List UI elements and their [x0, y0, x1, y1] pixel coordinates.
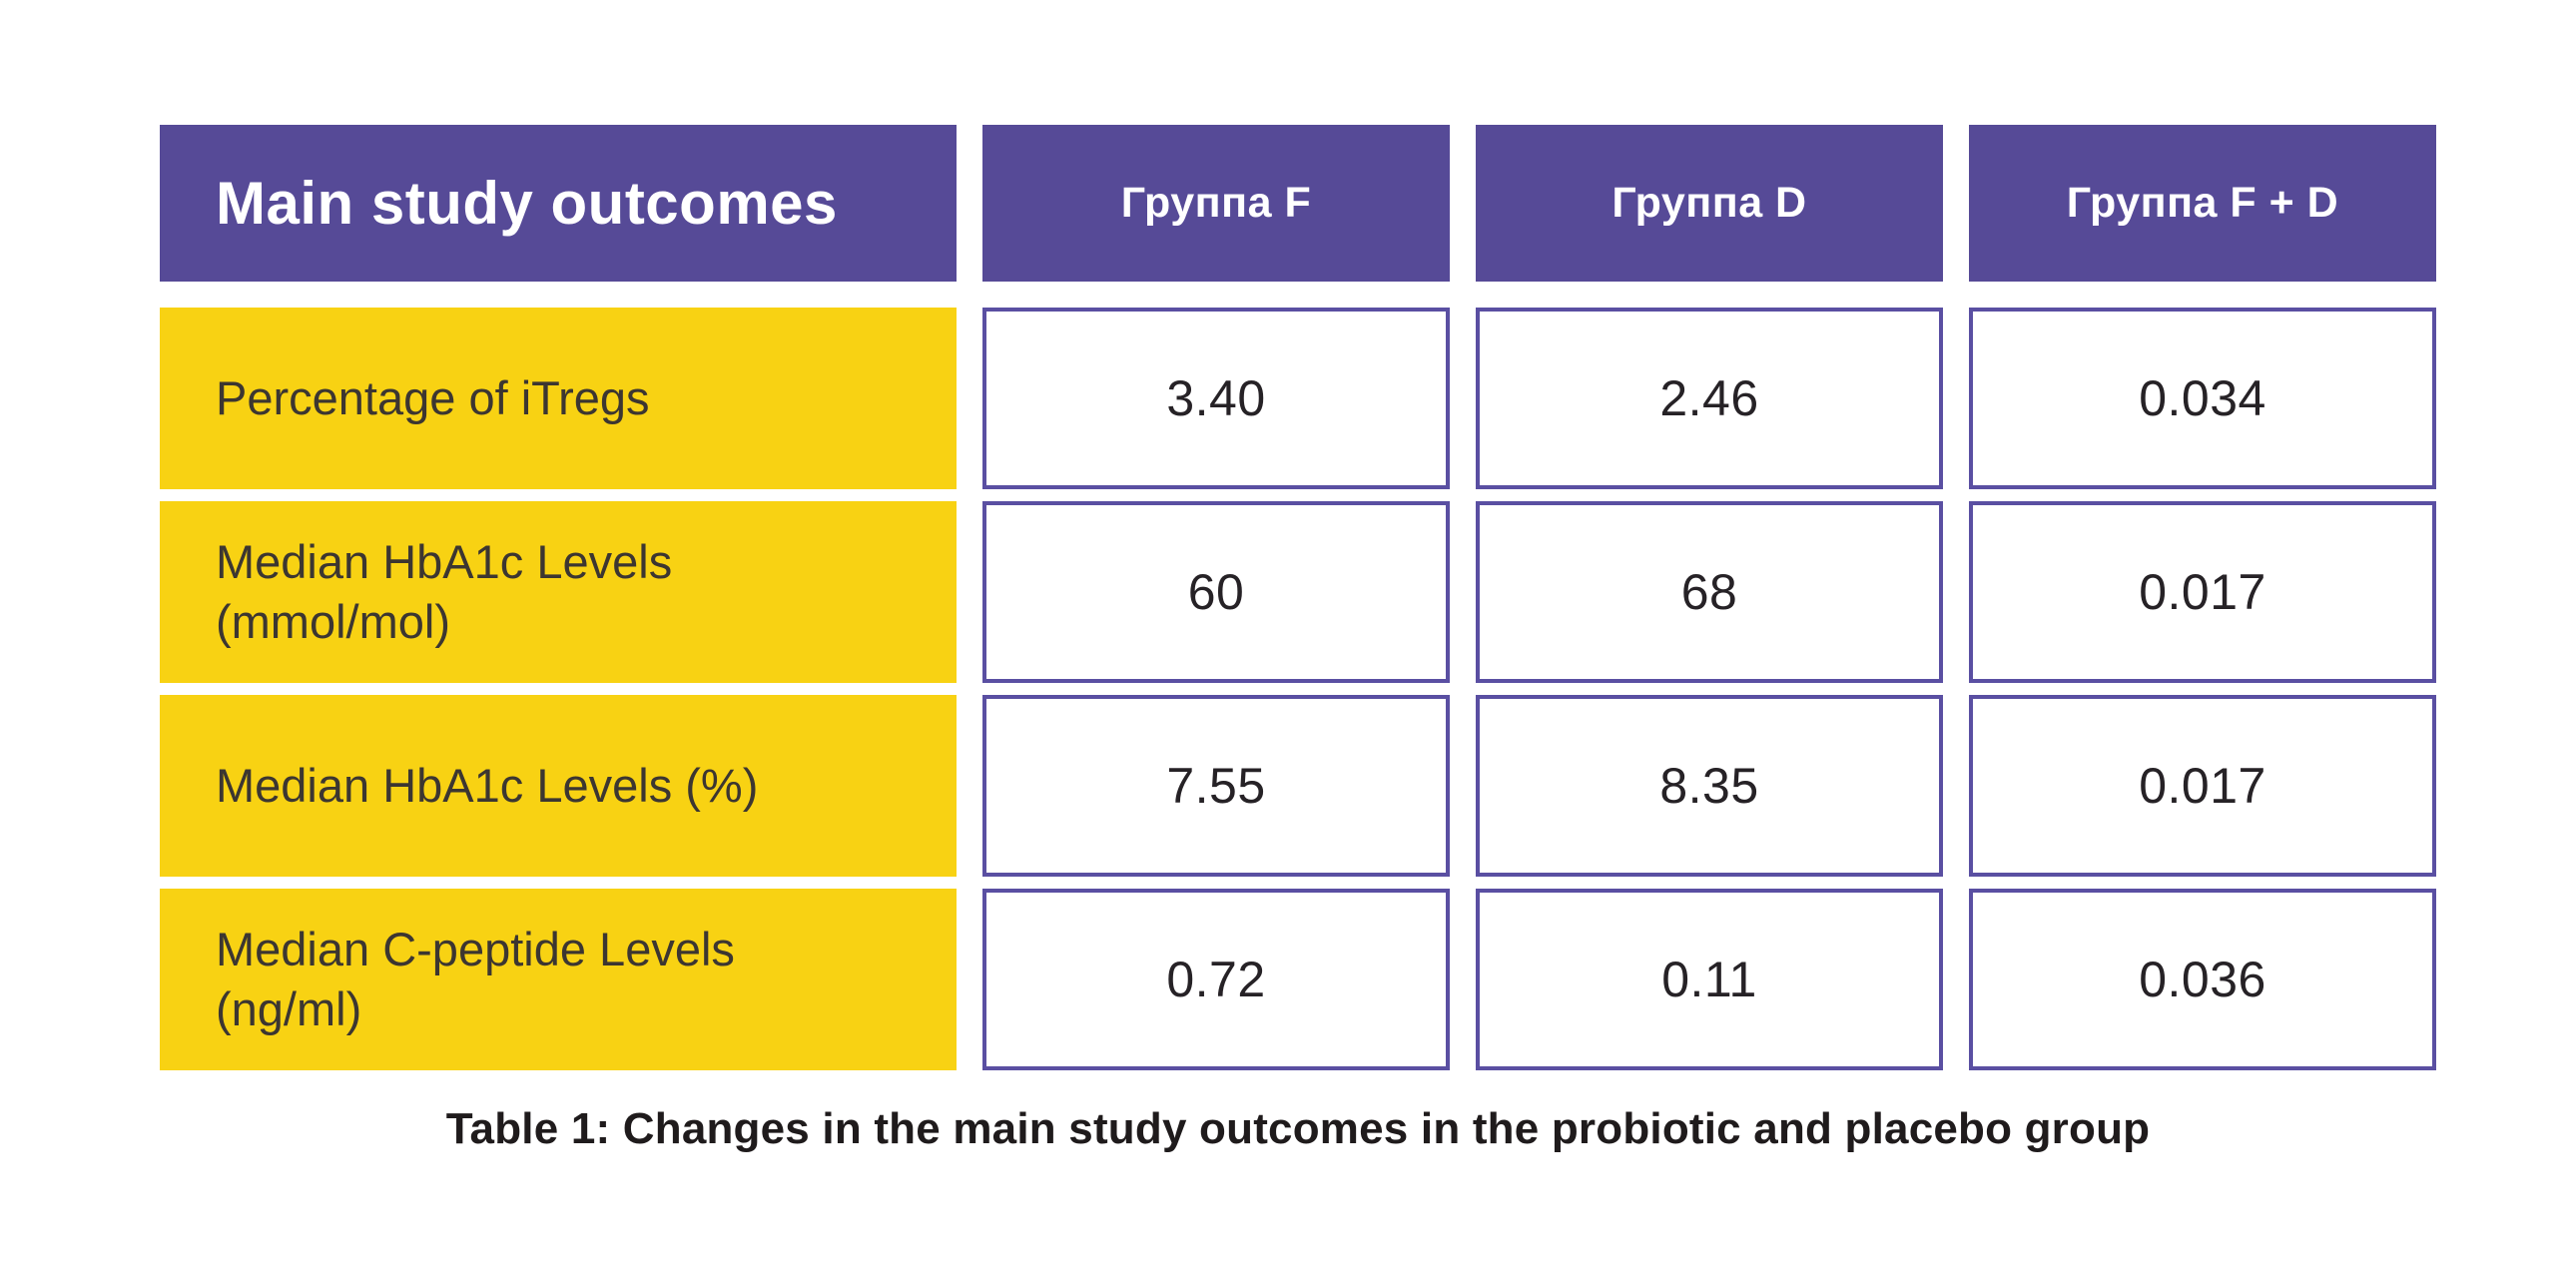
value-text: 0.017: [2139, 758, 2266, 814]
header-group-f-plus-d-label: Группа F + D: [2066, 179, 2339, 227]
value-cell-c-peptide-group-d: 0.11: [1476, 889, 1943, 1070]
header-cell-group-d: Группа D: [1476, 125, 1943, 282]
value-cell-c-peptide-group-f-plus-d: 0.036: [1969, 889, 2436, 1070]
value-cell-hba1c-percent-group-f-plus-d: 0.017: [1969, 695, 2436, 877]
outcomes-table: Main study outcomes Группа F Группа D Гр…: [160, 125, 2436, 1154]
value-text: 3.40: [1166, 370, 1266, 426]
value-cell-hba1c-percent-group-f: 7.55: [982, 695, 1450, 877]
value-text: 68: [1680, 564, 1738, 620]
value-text: 0.034: [2139, 370, 2266, 426]
header-group-f-label: Группа F: [1120, 179, 1312, 227]
value-text: 0.72: [1166, 952, 1266, 1007]
table-row-itregs: Percentage of iTregs 3.40 2.46 0.034: [160, 308, 2436, 489]
table-caption: Table 1: Changes in the main study outco…: [445, 1104, 2151, 1153]
row-label-text: Median HbA1c Levels (mmol/mol): [216, 534, 673, 648]
table-header-row: Main study outcomes Группа F Группа D Гр…: [160, 125, 2436, 282]
row-label-itregs: Percentage of iTregs: [160, 308, 957, 489]
table-row-c-peptide: Median C-peptide Levels (ng/ml) 0.72 0.1…: [160, 889, 2436, 1070]
value-text: 2.46: [1659, 370, 1759, 426]
row-label-text: Median HbA1c Levels (%): [216, 758, 759, 812]
header-main-label: Main study outcomes: [216, 170, 838, 237]
value-text: 7.55: [1166, 758, 1266, 814]
value-text: 0.017: [2139, 564, 2266, 620]
row-label-hba1c-mmol: Median HbA1c Levels (mmol/mol): [160, 501, 957, 683]
value-cell-hba1c-percent-group-d: 8.35: [1476, 695, 1943, 877]
value-text: 60: [1187, 564, 1245, 620]
value-cell-hba1c-mmol-group-d: 68: [1476, 501, 1943, 683]
table-row-hba1c-percent: Median HbA1c Levels (%) 7.55 8.35 0.017: [160, 695, 2436, 877]
header-cell-group-f: Группа F: [982, 125, 1450, 282]
row-label-text: Median C-peptide Levels (ng/ml): [216, 922, 735, 1035]
value-cell-itregs-group-f: 3.40: [982, 308, 1450, 489]
row-label-hba1c-percent: Median HbA1c Levels (%): [160, 695, 957, 877]
value-text: 0.11: [1661, 952, 1757, 1007]
value-cell-itregs-group-f-plus-d: 0.034: [1969, 308, 2436, 489]
row-label-c-peptide: Median C-peptide Levels (ng/ml): [160, 889, 957, 1070]
header-group-d-label: Группа D: [1611, 179, 1807, 227]
value-cell-c-peptide-group-f: 0.72: [982, 889, 1450, 1070]
header-cell-group-f-plus-d: Группа F + D: [1969, 125, 2436, 282]
value-cell-hba1c-mmol-group-f: 60: [982, 501, 1450, 683]
value-cell-itregs-group-d: 2.46: [1476, 308, 1943, 489]
value-text: 0.036: [2139, 952, 2266, 1007]
table-row-hba1c-mmol: Median HbA1c Levels (mmol/mol) 60 68 0.0…: [160, 501, 2436, 683]
value-text: 8.35: [1659, 758, 1759, 814]
row-label-text: Percentage of iTregs: [216, 370, 650, 424]
header-cell-main-study-outcomes: Main study outcomes: [160, 125, 957, 282]
value-cell-hba1c-mmol-group-f-plus-d: 0.017: [1969, 501, 2436, 683]
